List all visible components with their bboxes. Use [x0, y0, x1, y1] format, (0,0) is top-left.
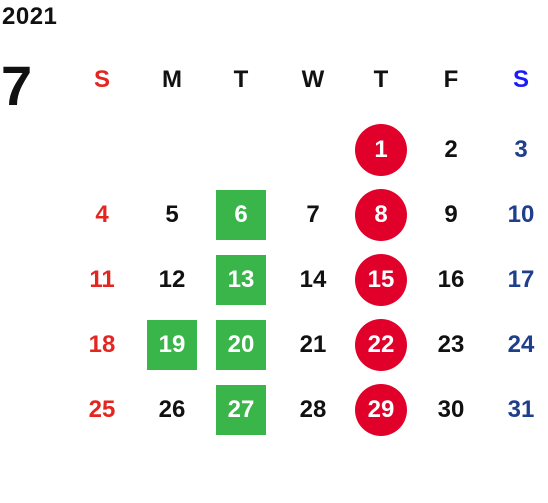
year-label: 2021	[2, 3, 58, 30]
weekday-header-6: S	[512, 66, 529, 93]
day-12: 12	[158, 266, 186, 293]
day-9: 9	[444, 201, 458, 228]
day-7: 7	[306, 201, 320, 228]
day-10: 10	[507, 201, 535, 228]
day-4: 4	[95, 201, 109, 228]
day-23: 23	[437, 331, 465, 358]
weekday-header-1: M	[162, 66, 182, 93]
day-30: 30	[437, 396, 465, 423]
day-16: 16	[437, 266, 465, 293]
day-19: 19	[147, 320, 197, 370]
day-13: 13	[216, 255, 266, 305]
day-27: 27	[216, 385, 266, 435]
day-21: 21	[299, 331, 327, 358]
day-5: 5	[165, 201, 179, 228]
month-label: 7	[1, 54, 33, 117]
day-11: 11	[89, 266, 115, 293]
day-15: 15	[355, 254, 407, 306]
weekday-header-0: S	[93, 66, 110, 93]
day-18: 18	[88, 331, 116, 358]
weekday-header-3: W	[301, 66, 325, 93]
day-17: 17	[507, 266, 535, 293]
day-20: 20	[216, 320, 266, 370]
day-3: 3	[514, 136, 528, 163]
weekday-header-4: T	[373, 66, 389, 93]
day-29: 29	[355, 384, 407, 436]
day-8: 8	[355, 189, 407, 241]
day-6: 6	[216, 190, 266, 240]
day-25: 25	[88, 396, 116, 423]
day-2: 2	[444, 136, 458, 163]
day-26: 26	[158, 396, 186, 423]
day-1: 1	[355, 124, 407, 176]
day-28: 28	[299, 396, 327, 423]
day-31: 31	[507, 396, 535, 423]
day-14: 14	[299, 266, 327, 293]
weekday-header-2: T	[233, 66, 249, 93]
weekday-header-5: F	[443, 66, 459, 93]
day-24: 24	[507, 331, 535, 358]
day-22: 22	[355, 319, 407, 371]
